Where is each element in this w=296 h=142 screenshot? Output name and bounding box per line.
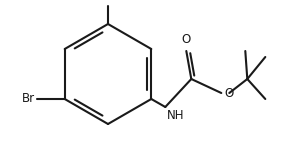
Text: O: O	[224, 86, 234, 100]
Text: O: O	[182, 33, 191, 46]
Text: NH: NH	[167, 109, 185, 122]
Text: Br: Br	[22, 92, 35, 106]
